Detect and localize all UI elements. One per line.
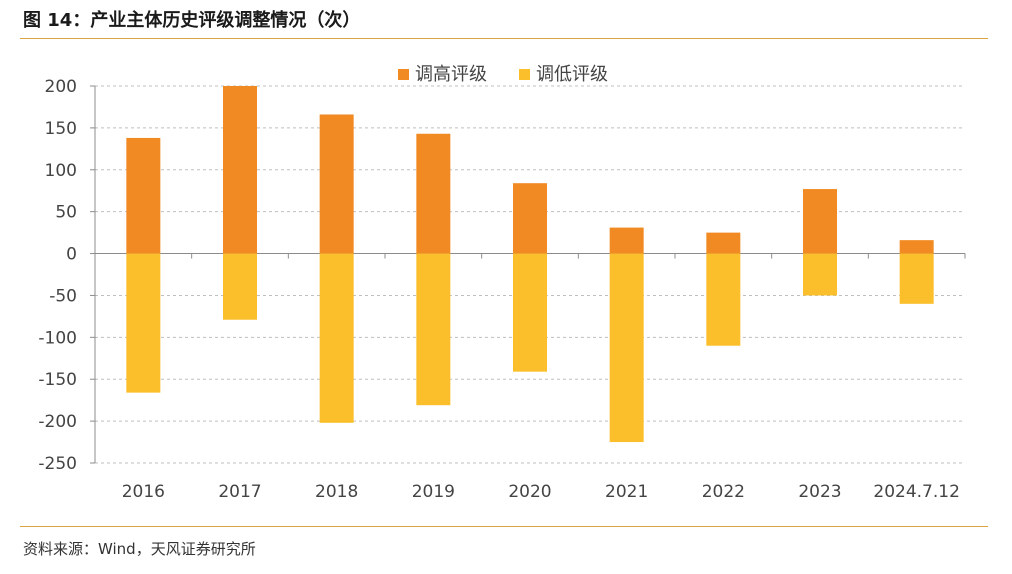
bar-downgrade-2019	[416, 253, 451, 406]
bar-upgrade-2018	[319, 114, 354, 254]
y-tick-label: 0	[66, 245, 77, 265]
x-tick-label: 2018	[315, 482, 358, 502]
x-tick-label: 2017	[218, 482, 261, 502]
y-tick-label: -50	[49, 286, 77, 306]
bar-downgrade-2018	[319, 253, 354, 423]
y-tick-label: -100	[38, 328, 77, 348]
source-note: 资料来源：Wind，天风证券研究所	[23, 540, 256, 558]
x-tick-label: 2023	[798, 482, 841, 502]
bar-downgrade-2024.7.12	[899, 253, 934, 304]
x-tick-label: 2020	[508, 482, 551, 502]
bar-downgrade-2020	[513, 253, 547, 372]
bar-downgrade-2021	[609, 253, 644, 443]
tick-labels: 200 150 100 50 0 -50 -100 -150 -200 -250 2016 2017 2…	[38, 77, 960, 502]
bar-upgrade-2022	[706, 232, 741, 254]
bar-downgrade-2023	[803, 253, 837, 296]
y-tick-label: -250	[38, 454, 77, 474]
bar-downgrade-2017	[223, 253, 257, 320]
y-tick-label: -150	[38, 370, 77, 390]
bars	[126, 86, 934, 443]
bar-upgrade-2023	[803, 189, 837, 254]
x-tick-label: 2024.7.12	[873, 482, 960, 502]
bar-upgrade-2016	[126, 137, 161, 254]
bar-upgrade-2024.7.12	[899, 240, 934, 254]
bar-upgrade-2020	[513, 183, 547, 254]
x-tick-label: 2019	[412, 482, 455, 502]
bar-chart: 200 150 100 50 0 -50 -100 -150 -200 -250 2016 2017 2…	[38, 64, 966, 502]
legend-swatch-0	[398, 69, 409, 80]
y-tick-label: 50	[55, 203, 77, 223]
y-tick-label: -200	[38, 412, 77, 432]
bar-upgrade-2021	[609, 227, 644, 254]
y-tick-label: 100	[45, 161, 77, 181]
x-tick-label: 2022	[702, 482, 745, 502]
x-tick-label: 2021	[605, 482, 648, 502]
top-divider	[20, 38, 988, 39]
legend-label-1: 调低评级	[536, 64, 608, 85]
legend-label-0: 调高评级	[415, 64, 487, 85]
y-tick-label: 150	[45, 119, 77, 139]
bar-downgrade-2016	[126, 253, 161, 393]
bar-downgrade-2022	[706, 253, 741, 346]
x-tick-label: 2016	[122, 482, 165, 502]
y-tick-label: 200	[45, 77, 77, 97]
bottom-divider	[20, 526, 988, 527]
chart-title: 图 14：产业主体历史评级调整情况（次）	[23, 10, 361, 31]
bar-upgrade-2019	[416, 133, 451, 254]
legend: 调高评级 调低评级	[398, 64, 608, 85]
bar-upgrade-2017	[223, 86, 257, 254]
legend-swatch-1	[519, 69, 530, 80]
